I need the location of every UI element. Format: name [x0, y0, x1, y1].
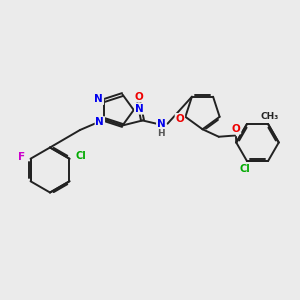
Text: O: O — [232, 124, 240, 134]
Text: CH₃: CH₃ — [260, 112, 278, 121]
Text: N: N — [135, 104, 144, 114]
Text: F: F — [18, 152, 25, 163]
Text: N: N — [94, 94, 103, 104]
Text: H: H — [158, 129, 165, 138]
Text: O: O — [176, 114, 184, 124]
Text: N: N — [157, 119, 166, 129]
Text: N: N — [95, 117, 104, 127]
Text: Cl: Cl — [75, 151, 86, 161]
Text: O: O — [134, 92, 143, 102]
Text: Cl: Cl — [239, 164, 250, 174]
